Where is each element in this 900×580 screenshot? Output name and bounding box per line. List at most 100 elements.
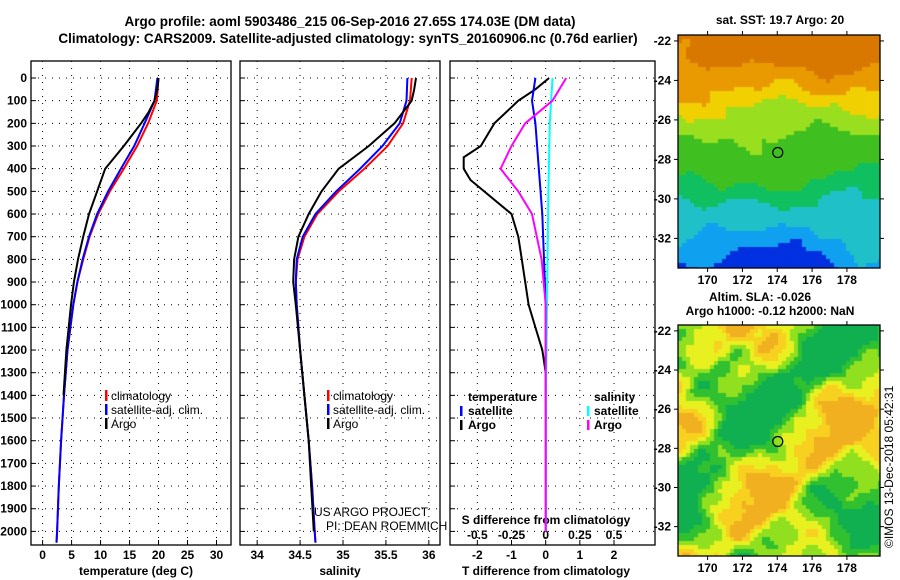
depth-tick-label: 300 (7, 139, 27, 153)
plot-frame-salinity (239, 60, 441, 546)
project-annotation: US ARGO PROJECT (314, 505, 429, 519)
legend-swatch (105, 418, 108, 429)
lon-tick-label: 170 (698, 273, 718, 287)
argo-position-marker (772, 435, 784, 448)
depth-tick-label: 1700 (0, 456, 27, 470)
depth-tick-label: 1500 (0, 411, 27, 425)
legend-swatch (587, 406, 590, 416)
legend-title-temperature: temperature (468, 390, 538, 404)
depth-tick-label: 200 (7, 116, 27, 130)
tdiff-xlabel: T difference from climatology (462, 564, 630, 578)
sst-map-title: sat. SST: 19.7 Argo: 20 (716, 13, 845, 27)
series-line-temperature-argo (462, 77, 550, 373)
legend-swatch (587, 420, 590, 430)
x-tick-label: 0 (39, 548, 46, 562)
legend-swatch (460, 420, 463, 430)
salinity-xlabel: salinity (319, 564, 361, 578)
x-tick-label: 20 (152, 548, 166, 562)
legend-swatch (105, 390, 108, 401)
depth-tick-label: 600 (7, 207, 27, 221)
x-tick-label: 35 (336, 548, 350, 562)
lon-tick-label: 172 (732, 561, 752, 575)
x-tick-label: 34 (250, 548, 264, 562)
x-tick-label: 30 (210, 548, 224, 562)
legend-title-salinity: salinity (594, 390, 636, 404)
depth-tick-label: 100 (7, 94, 27, 108)
legend-label: satellite (594, 404, 639, 418)
legend-swatch (460, 406, 463, 416)
depth-tick-label: 400 (7, 162, 27, 176)
depth-tick-label: 1600 (0, 434, 27, 448)
legend-label: satellite (468, 404, 513, 418)
lat-tick-label: -32 (654, 520, 672, 534)
credit-text: ©IMOS 13-Dec-2018 05:42:31 (882, 385, 896, 548)
lat-tick-label: -24 (654, 73, 672, 87)
s-diff-tick-label: 0.25 (568, 528, 592, 542)
lat-tick-label: -30 (654, 192, 672, 206)
series-line-climatology (294, 77, 413, 543)
series-line-satellite-adj-clim- (55, 77, 159, 543)
lon-tick-label: 172 (732, 273, 752, 287)
plot-frame-temperature (30, 60, 232, 546)
depth-tick-label: 1300 (0, 366, 27, 380)
depth-tick-label: 1800 (0, 479, 27, 493)
lat-tick-label: -28 (654, 152, 672, 166)
lat-tick-label: -24 (654, 363, 672, 377)
map-frame-sla_map (677, 324, 881, 557)
sla-map-title: Altim. SLA: -0.026 (709, 290, 811, 304)
x-tick-label: 0 (542, 548, 549, 562)
lon-tick-label: 178 (837, 561, 857, 575)
legend-label: Argo (333, 417, 359, 431)
sst-map-image (678, 35, 880, 268)
lon-tick-label: 174 (767, 273, 787, 287)
lat-tick-label: -22 (654, 34, 672, 48)
lon-tick-label: 178 (837, 273, 857, 287)
s-diff-tick-label: -0.25 (498, 528, 526, 542)
legend-label: satellite-adj. clim. (333, 403, 425, 417)
legend-swatch (327, 390, 330, 401)
depth-tick-label: 700 (7, 230, 27, 244)
series-line-argo (62, 77, 160, 396)
series-line-salinity-satellite (544, 77, 554, 532)
lat-tick-label: -30 (654, 480, 672, 494)
lon-tick-label: 174 (767, 561, 787, 575)
x-tick-label: 10 (94, 548, 108, 562)
series-line-argo (292, 77, 417, 532)
plot-frame-difference (449, 60, 656, 546)
title-line2: Climatology: CARS2009. Satellite-adjuste… (58, 31, 637, 46)
temperature-xlabel: temperature (deg C) (79, 564, 193, 578)
s-diff-tick-label: 0 (542, 528, 549, 542)
depth-tick-label: 900 (7, 275, 27, 289)
x-tick-label: -1 (506, 548, 517, 562)
s-diff-tick-label: -0.5 (467, 528, 488, 542)
series-line-satellite-adj-clim- (294, 77, 409, 543)
title-line1: Argo profile: aoml 5903486_215 06-Sep-20… (125, 14, 576, 29)
legend-label: Argo (594, 418, 622, 432)
x-tick-label: 35.5 (374, 548, 398, 562)
depth-tick-label: 2000 (0, 524, 27, 538)
legend-label: climatology (333, 389, 393, 403)
depth-tick-label: 1400 (0, 388, 27, 402)
x-tick-label: 34.5 (288, 548, 312, 562)
legend-label: satellite-adj. clim. (111, 403, 203, 417)
legend-swatch (327, 418, 330, 429)
x-tick-label: 1 (576, 548, 583, 562)
lat-tick-label: -22 (654, 324, 672, 338)
x-tick-label: 15 (123, 548, 137, 562)
depth-tick-label: 0 (20, 71, 27, 85)
lon-tick-label: 170 (698, 561, 718, 575)
legend-swatch (105, 404, 108, 415)
legend-label: Argo (111, 417, 137, 431)
x-tick-label: 36 (422, 548, 436, 562)
s-diff-tick-label: 0.5 (606, 528, 623, 542)
lat-tick-label: -32 (654, 231, 672, 245)
series-line-salinity-argo (499, 77, 568, 532)
x-tick-label: 2 (611, 548, 618, 562)
x-tick-label: 25 (181, 548, 195, 562)
lon-tick-label: 176 (802, 273, 822, 287)
argo-position-marker (772, 146, 784, 159)
lon-tick-label: 176 (802, 561, 822, 575)
map-frame-sst_map (677, 34, 881, 269)
x-tick-label: 5 (68, 548, 75, 562)
